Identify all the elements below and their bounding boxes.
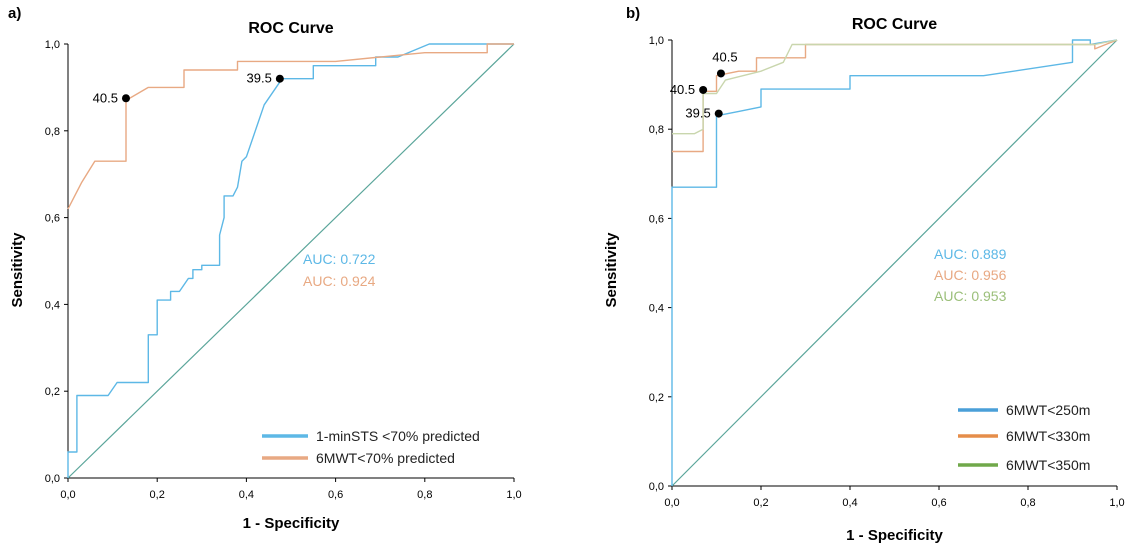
roc-curve-1 (67, 43, 514, 478)
auc-label: AUC: 0.889 (934, 246, 1007, 262)
x-tick-label: 0,6 (931, 497, 946, 509)
auc-label: AUC: 0.953 (934, 288, 1007, 304)
cutoff-label: 40.5 (670, 82, 695, 97)
roc-curve-3 (672, 39, 1118, 135)
x-tick-label: 0,0 (664, 497, 679, 509)
x-tick-label: 0,2 (150, 489, 165, 501)
legend-label: 6MWT<70% predicted (316, 450, 455, 466)
legend-label: 6MWT<330m (1006, 428, 1090, 444)
x-tick-label: 0,8 (417, 489, 432, 501)
x-tick-label: 1,0 (1109, 497, 1124, 509)
x-tick-label: 0,8 (1020, 497, 1035, 509)
cutoff-point (275, 74, 284, 83)
roc-curve-2 (67, 43, 514, 210)
y-axis-title: Sensitivity (9, 232, 26, 308)
cutoff-label: 39.5 (247, 71, 272, 86)
y-tick-label: 0,8 (649, 124, 664, 136)
y-tick-label: 0,4 (45, 299, 60, 311)
roc-curve-2 (672, 39, 1118, 153)
cutoff-point (714, 109, 723, 118)
y-tick-label: 0,0 (649, 481, 664, 493)
cutoff-label: 40.5 (93, 90, 118, 105)
x-tick-label: 0,0 (60, 489, 75, 501)
y-tick-label: 1,0 (45, 39, 60, 51)
auc-label: AUC: 0.722 (303, 251, 376, 267)
y-tick-label: 1,0 (649, 35, 664, 47)
chart-title: ROC Curve (248, 20, 333, 37)
auc-label: AUC: 0.956 (934, 267, 1007, 283)
x-axis-title: 1 - Specificity (846, 527, 943, 544)
y-tick-label: 0,8 (45, 126, 60, 138)
y-tick-label: 0,6 (45, 213, 60, 225)
x-tick-label: 0,4 (239, 489, 254, 501)
x-tick-label: 0,6 (328, 489, 343, 501)
roc-panel-a: a) ROC Curve 0,00,0 0,2 0,2 0,4 0,4 0,6 0,6 0,8 0,… (8, 5, 522, 532)
auc-label: AUC: 0.924 (303, 273, 376, 289)
panel-label: b) (626, 5, 640, 22)
legend-label: 6MWT<350m (1006, 457, 1090, 473)
chart-title: ROC Curve (852, 16, 937, 33)
x-tick-label: 1,0 (506, 489, 521, 501)
reference-diagonal (671, 39, 1118, 487)
cutoff-point (716, 69, 725, 78)
y-tick-label: 0,4 (649, 303, 664, 315)
y-tick-label: 0,0 (45, 473, 60, 485)
x-axis-title: 1 - Specificity (243, 515, 340, 532)
legend-label: 6MWT<250m (1006, 402, 1090, 418)
y-tick-label: 0,2 (649, 392, 664, 404)
cutoff-point (121, 94, 130, 103)
x-tick-label: 0,2 (753, 497, 768, 509)
cutoff-label: 40.5 (712, 49, 737, 64)
reference-diagonal (67, 43, 515, 479)
y-tick-label: 0,2 (45, 386, 60, 398)
cutoff-point (699, 85, 708, 94)
y-tick-label: 0,6 (649, 213, 664, 225)
roc-panel-b: b) ROC Curve 0,00,0 0,2 0,2 0,4 0,4 0,6 0,6 0,8 0,… (603, 5, 1125, 544)
x-tick-label: 0,4 (842, 497, 857, 509)
cutoff-label: 39.5 (685, 106, 710, 121)
legend-label: 1-minSTS <70% predicted (316, 428, 480, 444)
roc-curve-1 (671, 39, 1118, 486)
panel-label: a) (8, 5, 21, 22)
y-axis-title: Sensitivity (603, 232, 620, 308)
